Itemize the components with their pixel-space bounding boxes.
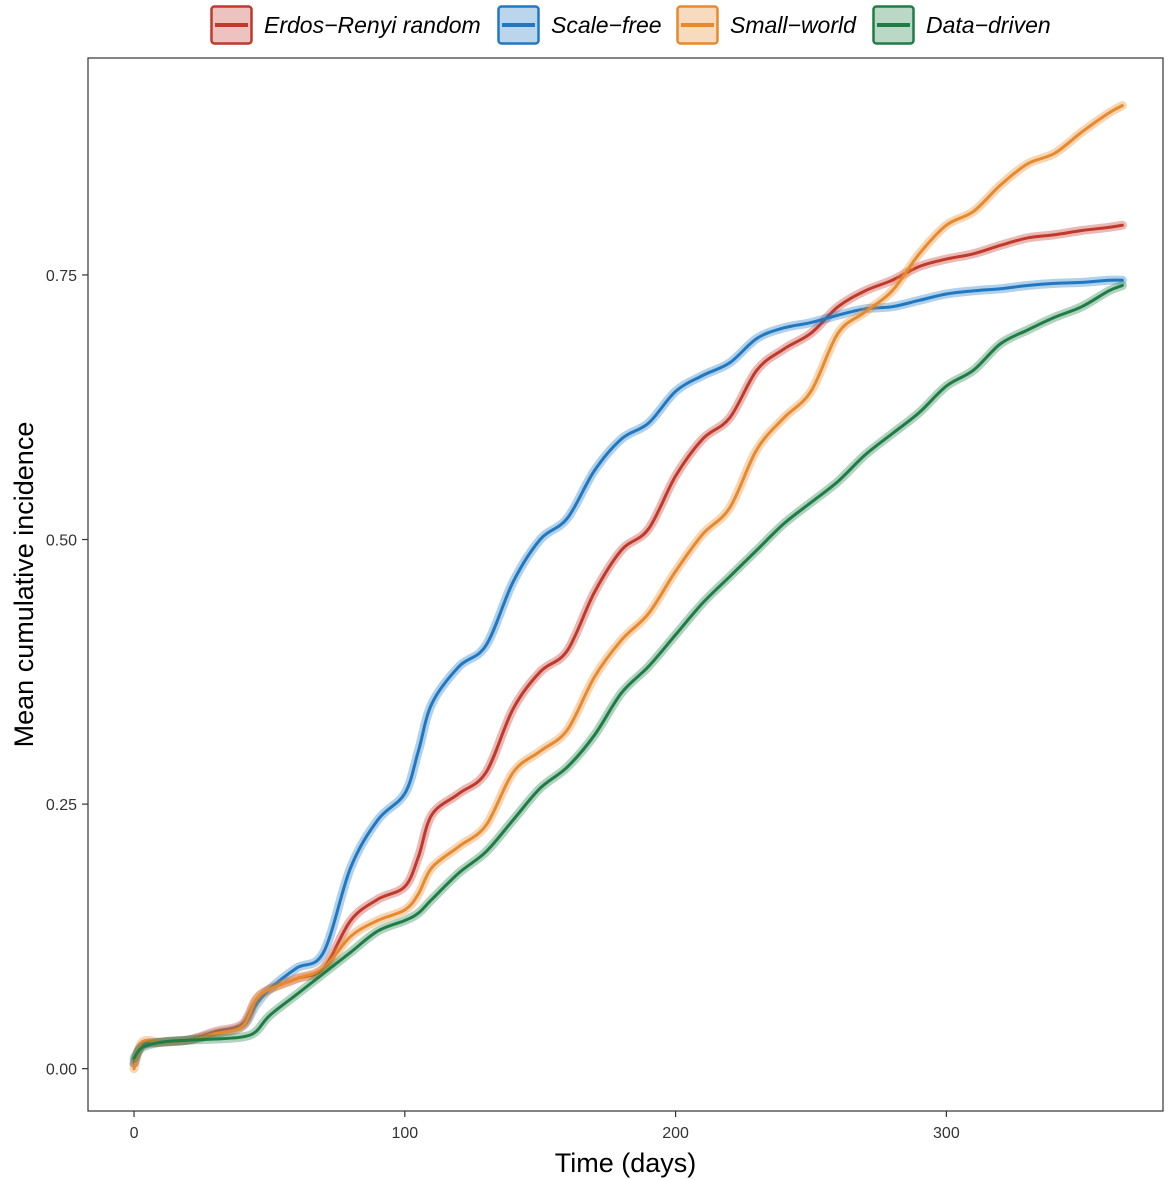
legend-label: Data−driven: [926, 12, 1051, 38]
legend-item-erdos-renyi-random: Erdos−Renyi random: [210, 5, 481, 45]
x-tick-label: 200: [662, 1125, 689, 1142]
series-ribbon-scale-free: [129, 275, 1127, 1068]
series-layer: [129, 101, 1127, 1074]
x-axis: 0 100 200 300: [130, 1111, 960, 1142]
legend-item-data-driven: Data−driven: [872, 5, 1051, 45]
legend-label: Small−world: [730, 12, 857, 38]
series-line-data-driven: [132, 284, 1124, 1060]
y-axis-title: Mean cumulative incidence: [9, 422, 39, 748]
series-line-small-world: [132, 104, 1124, 1071]
series-line-scale-free: [132, 278, 1124, 1065]
x-tick-label: 0: [130, 1125, 139, 1142]
y-axis: 0.00 0.25 0.50 0.75: [46, 268, 88, 1079]
legend-item-scale-free: Scale−free: [497, 5, 662, 45]
y-tick-label: 0.50: [46, 533, 77, 550]
plot-panel-border: [87, 57, 1164, 1112]
legend-item-small-world: Small−world: [676, 5, 857, 45]
series-ribbon-data-driven: [129, 281, 1127, 1063]
y-tick-label: 0.00: [46, 1062, 77, 1079]
x-tick-label: 300: [933, 1125, 960, 1142]
x-tick-label: 100: [391, 1125, 418, 1142]
series-line-erdos-renyi-random: [132, 223, 1124, 1065]
y-tick-label: 0.25: [46, 797, 77, 814]
legend-label: Erdos−Renyi random: [264, 12, 481, 38]
legend: Erdos−Renyi random Scale−free Small−world D…: [210, 5, 1051, 45]
y-tick-label: 0.75: [46, 268, 77, 285]
series-ribbon-erdos-renyi-random: [129, 220, 1127, 1068]
legend-label: Scale−free: [551, 12, 662, 38]
x-axis-title: Time (days): [555, 1148, 697, 1178]
